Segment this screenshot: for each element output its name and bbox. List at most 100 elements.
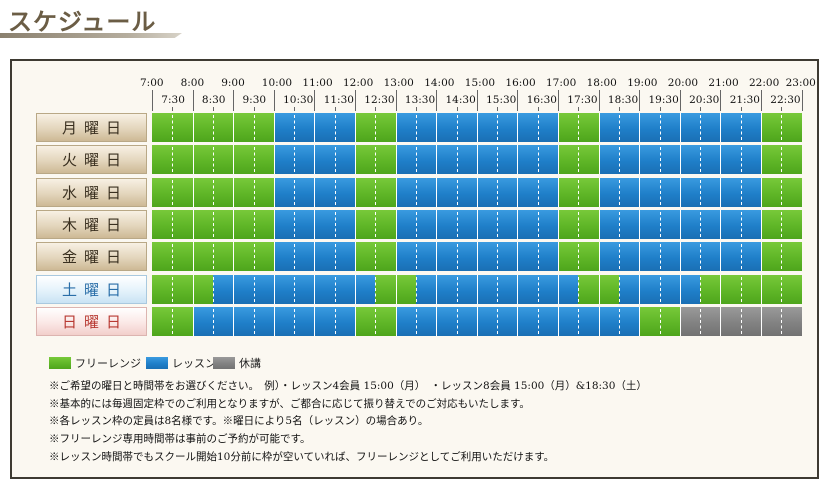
hour-line	[679, 306, 681, 336]
legend-label: 休講	[239, 357, 261, 370]
time-label-half: 17:30	[567, 94, 598, 106]
half-hour-line	[659, 115, 661, 140]
lesson-segment	[618, 274, 701, 304]
legend-item: フリーレンジ	[49, 355, 141, 371]
time-tick	[801, 90, 803, 111]
note-line: ※各レッスン枠の定員は8名様です。※曜日により5名（レッスン）の場合あり。	[49, 415, 429, 428]
half-hour-line	[497, 211, 499, 237]
half-hour-line	[740, 276, 742, 302]
half-hour-line	[578, 211, 580, 237]
hour-line	[598, 274, 600, 304]
lesson-segment	[598, 242, 761, 272]
half-hour-line	[456, 211, 458, 237]
hour-line	[558, 242, 559, 272]
page-title: スケジュール	[8, 7, 157, 36]
half-hour-line	[700, 115, 702, 140]
half-hour-line	[172, 115, 174, 140]
hour-line	[192, 177, 194, 207]
half-hour-line	[578, 115, 580, 140]
half-hour-line	[781, 276, 783, 302]
hour-line	[192, 274, 194, 304]
hour-line	[436, 274, 438, 304]
time-tick	[537, 107, 539, 111]
half-hour-line	[537, 244, 539, 270]
hour-line	[558, 306, 559, 336]
time-tick	[578, 107, 580, 111]
hour-line	[233, 113, 235, 142]
hour-line	[192, 209, 194, 239]
half-hour-line	[415, 276, 417, 302]
legend-swatch	[146, 357, 168, 369]
hour-line	[761, 306, 762, 336]
half-hour-line	[334, 308, 336, 334]
hour-line	[395, 177, 397, 207]
time-tick	[517, 90, 519, 111]
half-hour-line	[618, 179, 620, 205]
half-hour-line	[172, 244, 174, 270]
hour-line	[761, 113, 762, 142]
hour-line	[233, 242, 235, 272]
half-hour-line	[781, 115, 783, 140]
half-hour-line	[212, 211, 214, 237]
hour-line	[639, 306, 641, 336]
half-hour-line	[700, 308, 702, 334]
half-hour-line	[212, 115, 214, 140]
hour-line	[395, 242, 397, 272]
half-hour-line	[294, 115, 296, 140]
hour-line	[476, 113, 478, 142]
half-hour-line	[781, 211, 783, 237]
hour-line	[314, 209, 316, 239]
half-hour-line	[172, 308, 174, 334]
half-hour-line	[618, 211, 620, 237]
hour-line	[314, 306, 316, 336]
hour-line	[273, 274, 275, 304]
half-hour-line	[172, 276, 174, 302]
time-tick	[761, 90, 762, 111]
hour-line	[233, 274, 235, 304]
hour-line	[720, 145, 722, 175]
hour-line	[273, 242, 275, 272]
time-label-half: 21:30	[729, 94, 760, 106]
time-tick	[395, 90, 397, 111]
hour-line	[679, 274, 681, 304]
half-hour-line	[212, 308, 214, 334]
half-hour-line	[618, 276, 620, 302]
hour-line	[436, 242, 438, 272]
half-hour-line	[659, 244, 661, 270]
hour-line	[233, 209, 235, 239]
hour-line	[517, 177, 519, 207]
hour-line	[720, 242, 722, 272]
hour-line	[273, 177, 275, 207]
hour-line	[517, 242, 519, 272]
time-label-half: 9:30	[242, 94, 267, 106]
free-range-segment	[152, 274, 213, 304]
hour-line	[639, 242, 641, 272]
day-label: 水曜日	[36, 177, 147, 207]
free-range-segment	[700, 274, 802, 304]
hour-line	[436, 145, 438, 175]
half-hour-line	[781, 179, 783, 205]
hour-line	[436, 306, 438, 336]
half-hour-line	[497, 115, 499, 140]
hour-line	[720, 209, 722, 239]
lesson-segment	[395, 242, 558, 272]
time-label-hour: 20:00	[667, 77, 699, 89]
half-hour-line	[212, 147, 214, 173]
hour-line	[679, 177, 681, 207]
half-hour-line	[334, 244, 336, 270]
hour-line	[314, 145, 316, 175]
hour-line	[476, 274, 478, 304]
time-tick	[152, 90, 153, 111]
time-label-half: 16:30	[526, 94, 557, 106]
hour-line	[639, 145, 641, 175]
half-hour-line	[537, 308, 539, 334]
lesson-segment	[395, 209, 558, 239]
time-tick	[192, 90, 194, 111]
half-hour-line	[375, 244, 377, 270]
time-label-half: 19:30	[648, 94, 679, 106]
hour-line	[395, 306, 397, 336]
time-tick	[253, 107, 255, 111]
time-label-half: 13:30	[404, 94, 436, 106]
half-hour-line	[172, 147, 174, 173]
hour-line	[395, 209, 397, 239]
